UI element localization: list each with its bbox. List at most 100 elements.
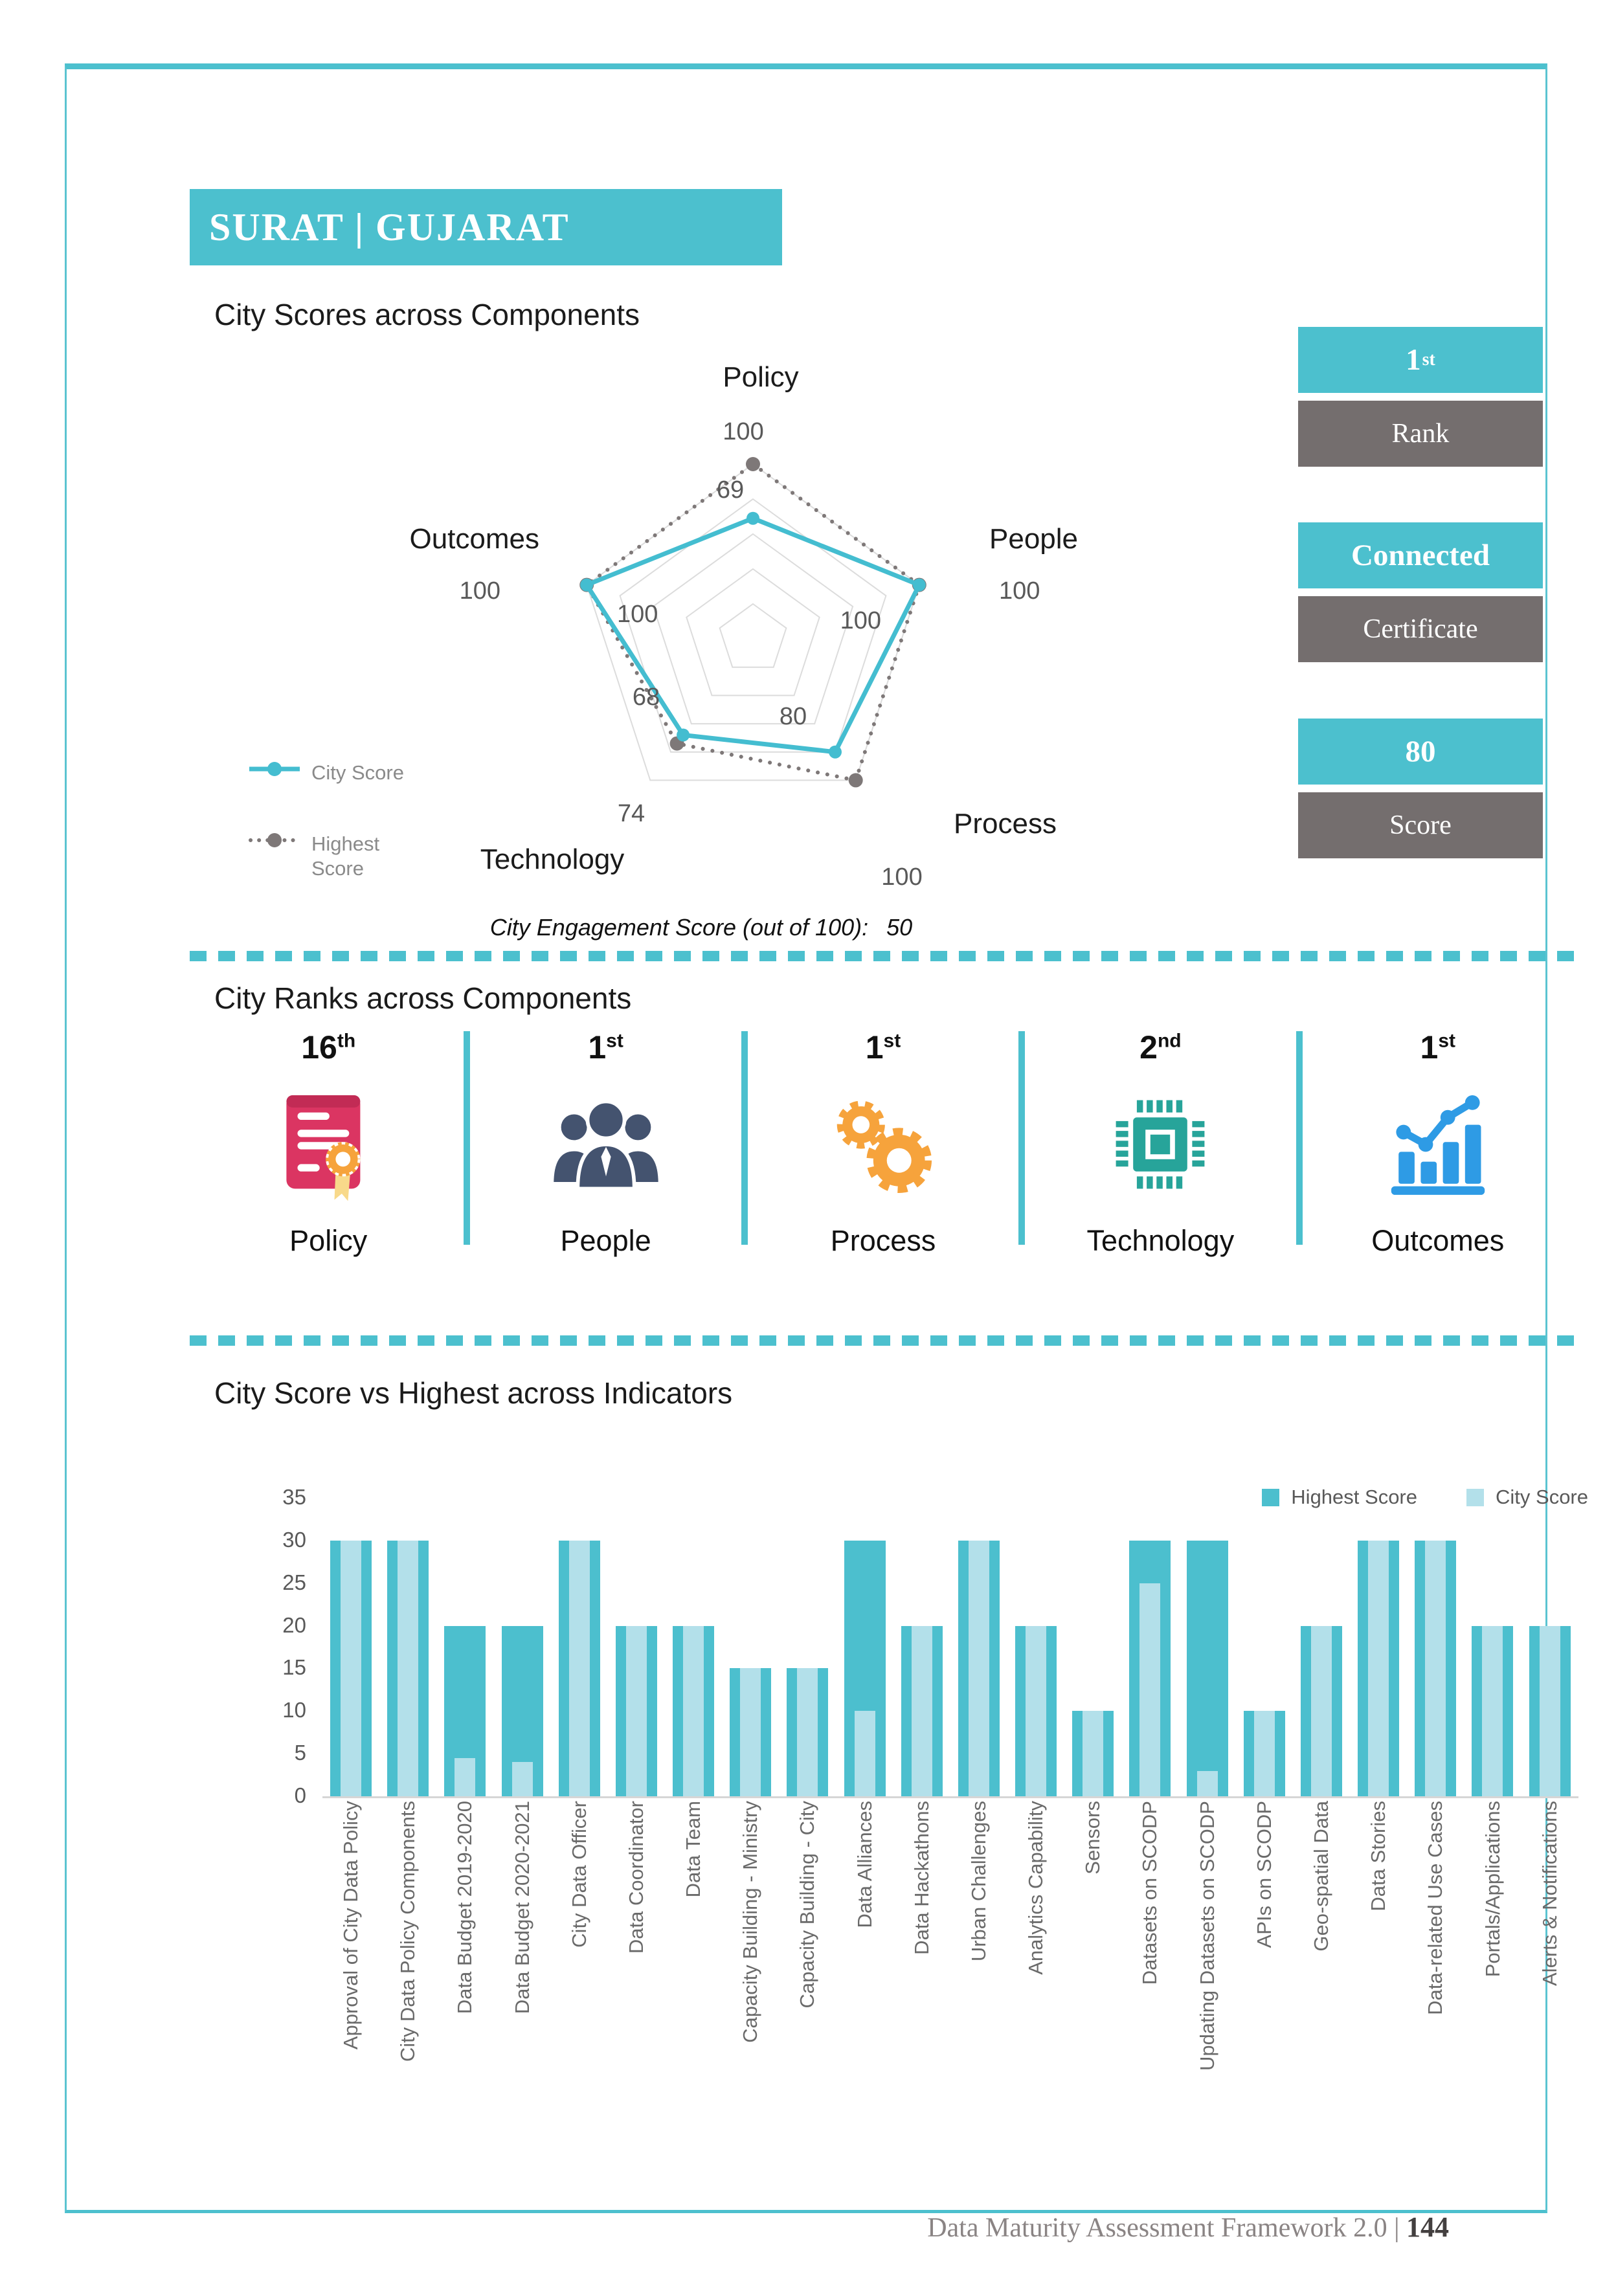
bar-city-score	[511, 1762, 533, 1796]
radar-legend-city-label: City Score	[311, 761, 404, 784]
radar-legend-city: City Score	[248, 761, 404, 785]
x-axis-label: Data Budget 2019-2020	[453, 1801, 477, 2014]
x-label-cell: Data Alliances	[836, 1800, 893, 2227]
outcomes-rank-label: Outcomes	[1371, 1224, 1505, 1257]
rank-divider	[464, 1031, 471, 1245]
bar-group	[322, 1498, 379, 1796]
radar-legend-highest-label: Highest Score	[311, 832, 380, 880]
x-axis-label: Approval of City Data Policy	[339, 1801, 363, 2050]
bar-city-score	[1482, 1625, 1503, 1796]
footer-text: Data Maturity Assessment Framework 2.0 |	[927, 2213, 1406, 2243]
radar-city-value: 69	[717, 476, 744, 504]
x-label-cell: Data Stories	[1350, 1800, 1407, 2227]
bar-highest-score	[1186, 1540, 1228, 1796]
radar-grid-ring	[619, 498, 887, 753]
x-label-cell: Data-related Use Cases	[1407, 1800, 1464, 2227]
x-axis-label: Capacity Building - City	[796, 1801, 819, 2009]
radar-city-value: 100	[617, 601, 658, 628]
bar-group	[1293, 1498, 1350, 1796]
y-tick-label: 5	[294, 1741, 306, 1765]
radar-grid-ring	[652, 533, 854, 725]
page-footer: Data Maturity Assessment Framework 2.0 |…	[927, 2211, 1449, 2244]
y-tick-label: 25	[282, 1570, 306, 1594]
x-axis-label: City Data Officer	[567, 1801, 590, 1948]
bar-group	[1521, 1498, 1578, 1796]
bar-group	[665, 1498, 722, 1796]
bar-city-score	[1253, 1711, 1275, 1796]
city-score-swatch-icon	[1466, 1488, 1485, 1506]
radar-point-highest	[848, 773, 863, 788]
bar-city-score	[1368, 1540, 1389, 1796]
bar-group	[551, 1498, 608, 1796]
outcomes-rank: 1st	[1420, 1029, 1456, 1065]
bar-city-score	[455, 1757, 476, 1796]
x-axis-label: Datasets on SCODP	[1138, 1801, 1162, 1985]
radar-axis-label: Technology	[480, 843, 625, 875]
policy-rank-label: Policy	[289, 1224, 368, 1257]
rank-suffix: st	[1422, 350, 1435, 370]
x-axis-label: Data Coordinator	[624, 1801, 647, 1954]
ranks-section-title: City Ranks across Components	[214, 981, 632, 1015]
bar-city-score	[1139, 1583, 1161, 1796]
x-label-cell: Data Budget 2020-2021	[494, 1800, 551, 2227]
chip-pins-top	[1137, 1100, 1183, 1113]
bar-chart-icon	[1391, 1095, 1485, 1195]
bar-chart-plot	[322, 1498, 1578, 1798]
engagement-score-note: City Engagement Score (out of 100): 50	[345, 914, 1057, 941]
rank-value: 1	[1406, 343, 1421, 377]
y-tick-label: 35	[282, 1485, 306, 1509]
bar-city-score	[568, 1540, 590, 1796]
people-rank-label: People	[560, 1224, 651, 1257]
radar-series-city	[583, 515, 923, 755]
bar-group	[1464, 1498, 1521, 1796]
bar-city-score	[854, 1711, 875, 1796]
y-tick-label: 15	[282, 1655, 306, 1680]
rank-col-people: 1st People	[464, 1020, 744, 1304]
policy-rank: 16th	[301, 1029, 356, 1065]
x-axis-label: Analytics Capability	[1024, 1801, 1048, 1975]
x-label-cell: Urban Challenges	[950, 1800, 1007, 2227]
chip-pins-right	[1192, 1120, 1205, 1167]
radar-highest-value: 100	[723, 418, 763, 445]
bar-city-score	[1196, 1770, 1218, 1796]
bar-city-score	[1026, 1625, 1047, 1796]
bar-group	[779, 1498, 836, 1796]
x-axis-label: Data-related Use Cases	[1424, 1801, 1447, 2015]
x-axis-label: Sensors	[1081, 1801, 1105, 1875]
x-axis-label: Data Alliances	[853, 1801, 876, 1928]
radar-series-highest	[584, 462, 922, 783]
x-axis-label: Data Team	[682, 1801, 705, 1898]
bar-group	[1007, 1498, 1064, 1796]
bar-group	[893, 1498, 950, 1796]
x-label-cell: APIs on SCODP	[1236, 1800, 1293, 2227]
radar-point-city	[829, 745, 842, 759]
section-divider	[190, 951, 1577, 961]
bar-group	[436, 1498, 493, 1796]
engagement-score-label: City Engagement Score (out of 100):	[489, 914, 869, 941]
section-divider	[190, 1335, 1577, 1346]
footer-page-number: 144	[1406, 2211, 1449, 2243]
bar-chart-x-axis: Approval of City Data Policy City Data Po…	[322, 1800, 1578, 2227]
technology-rank-label: Technology	[1086, 1224, 1235, 1257]
x-axis-label: Capacity Building - Ministry	[739, 1801, 762, 2043]
x-axis-label: Data Hackathons	[910, 1801, 933, 1955]
bar-city-score	[911, 1625, 932, 1796]
scores-section-title: City Scores across Components	[214, 298, 640, 331]
radar-grid-ring	[719, 603, 787, 668]
rank-col-policy: 16th Policy	[190, 1020, 467, 1304]
gears-icon	[836, 1100, 932, 1194]
rank-divider	[741, 1031, 748, 1245]
bar-group	[494, 1498, 551, 1796]
radar-highest-value: 74	[618, 800, 645, 827]
rank-divider	[1018, 1031, 1026, 1245]
x-axis-label: Updating Datasets on SCODP	[1195, 1801, 1218, 2071]
bar-city-score	[683, 1625, 704, 1796]
radar-axis-label: Outcomes	[409, 523, 539, 555]
certificate-value-badge: Connected	[1298, 522, 1543, 588]
rank-col-process: 1st Process	[741, 1020, 1022, 1304]
city-score-line-icon	[249, 762, 300, 776]
rank-col-outcomes: 1st Outcomes	[1296, 1020, 1577, 1304]
engagement-score-value: 50	[886, 914, 913, 941]
